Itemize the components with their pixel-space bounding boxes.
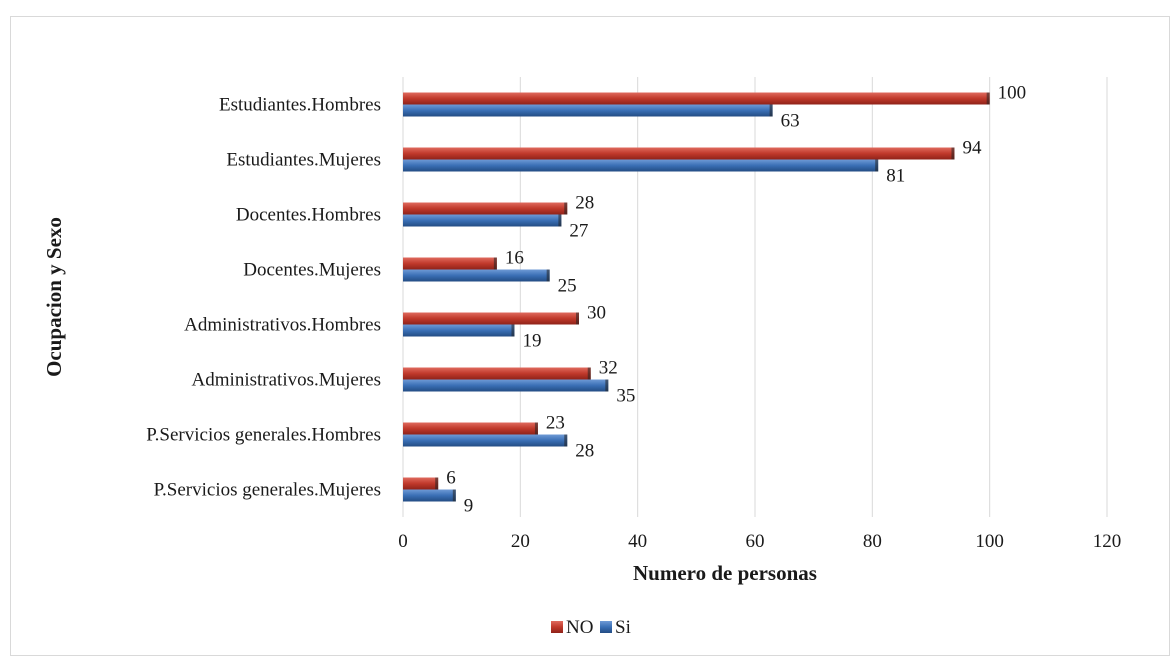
bar-end-cap xyxy=(576,312,579,325)
bar-si-7 xyxy=(403,489,456,502)
data-label-si: 19 xyxy=(522,331,541,352)
category-labels: Estudiantes.Hombres Estudiantes.Mujeres Do… xyxy=(146,95,381,501)
bar-end-cap xyxy=(605,379,609,392)
legend-label-si: Si xyxy=(615,617,631,638)
data-label-si: 25 xyxy=(558,276,577,297)
bar-si-1 xyxy=(403,159,879,172)
category-label: Estudiantes.Hombres xyxy=(219,95,381,116)
data-label-si: 9 xyxy=(464,496,474,517)
bar-si-3 xyxy=(403,269,550,282)
data-label-si: 27 xyxy=(569,221,588,242)
bar-no-3 xyxy=(403,257,497,270)
bars xyxy=(403,92,990,502)
bar-si-6 xyxy=(403,434,568,447)
bar-end-cap xyxy=(493,257,497,270)
data-label-si: 28 xyxy=(575,441,594,462)
legend: NO Si xyxy=(551,617,631,638)
category-label: Administrativos.Hombres xyxy=(184,315,381,336)
bar-no-7 xyxy=(403,477,439,490)
data-labels: 100 63 94 81 28 27 16 25 30 19 32 35 23 28 69 xyxy=(446,83,1026,517)
x-tick-label: 120 xyxy=(1093,531,1122,552)
legend-swatch-no xyxy=(551,621,563,633)
bar-end-cap xyxy=(564,202,568,215)
bar-no-2 xyxy=(403,202,568,215)
bar-no-4 xyxy=(403,312,579,325)
bar-end-cap xyxy=(435,477,439,490)
category-label: Estudiantes.Mujeres xyxy=(226,150,381,171)
data-label-si: 81 xyxy=(886,166,905,187)
chart-frame: 100 63 94 81 28 27 16 25 30 19 32 35 23 28 6 9 Estudian… xyxy=(10,16,1170,656)
x-tick-label: 60 xyxy=(746,531,765,552)
data-label-no: 16 xyxy=(505,248,524,269)
x-tick-labels: 0 20 40 60 80 100 120 xyxy=(398,531,1121,552)
bar-end-cap xyxy=(587,367,591,380)
data-label-si: 35 xyxy=(616,386,635,407)
category-label: P.Servicios generales.Hombres xyxy=(146,425,381,446)
x-tick-label: 80 xyxy=(863,531,882,552)
data-label-no: 94 xyxy=(962,138,982,159)
bar-end-cap xyxy=(546,269,550,282)
data-label-no: 32 xyxy=(599,358,618,379)
bar-end-cap xyxy=(558,214,562,227)
category-label: P.Servicios generales.Mujeres xyxy=(154,480,381,501)
x-tick-label: 0 xyxy=(398,531,408,552)
bar-end-cap xyxy=(951,147,955,160)
legend-swatch-si xyxy=(600,621,612,633)
x-tick-label: 40 xyxy=(628,531,647,552)
category-label: Administrativos.Mujeres xyxy=(192,370,381,391)
bar-end-cap xyxy=(986,92,990,105)
x-axis-title: Numero de personas xyxy=(633,561,817,585)
data-label-no: 30 xyxy=(587,303,606,324)
bar-end-cap xyxy=(534,422,538,435)
x-tick-label: 20 xyxy=(511,531,530,552)
bar-si-0 xyxy=(403,104,773,117)
bar-end-cap xyxy=(875,159,879,172)
bar-no-0 xyxy=(403,92,990,105)
bar-end-cap xyxy=(452,489,456,502)
bar-no-1 xyxy=(403,147,955,160)
bar-si-5 xyxy=(403,379,609,392)
legend-label-no: NO xyxy=(566,617,593,638)
data-label-no: 100 xyxy=(998,83,1027,104)
bar-si-2 xyxy=(403,214,562,227)
bar-end-cap xyxy=(769,104,773,117)
category-label: Docentes.Hombres xyxy=(236,205,381,226)
bar-end-cap xyxy=(564,434,568,447)
data-label-no: 23 xyxy=(546,413,565,434)
x-tick-label: 100 xyxy=(975,531,1004,552)
bar-no-6 xyxy=(403,422,538,435)
bar-end-cap xyxy=(511,324,515,337)
bar-si-4 xyxy=(403,324,515,337)
data-label-no: 28 xyxy=(575,193,594,214)
gridlines xyxy=(402,77,1108,517)
bar-chart: 100 63 94 81 28 27 16 25 30 19 32 35 23 28 69 Estudian… xyxy=(42,77,1121,638)
bar-no-5 xyxy=(403,367,591,380)
y-axis-title: Ocupacion y Sexo xyxy=(42,217,66,377)
category-label: Docentes.Mujeres xyxy=(243,260,381,281)
data-label-no: 6 xyxy=(446,468,456,489)
data-label-si: 63 xyxy=(781,111,800,132)
